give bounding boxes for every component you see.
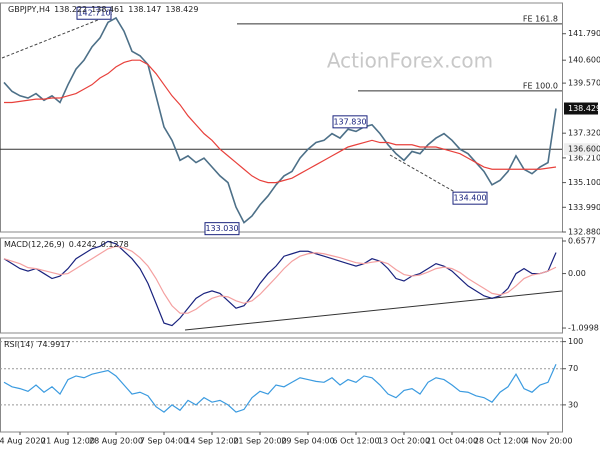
series-line bbox=[3, 240, 557, 327]
x-tick-label: 21 Sep 20:00 bbox=[233, 437, 286, 446]
level-label: 136.600 bbox=[568, 145, 600, 154]
y-tick-label: -1.0998 bbox=[568, 324, 599, 333]
header-value: 74.9917 bbox=[37, 340, 70, 349]
y-tick-label: 132.880 bbox=[568, 228, 600, 237]
y-tick-label: 139.570 bbox=[568, 79, 600, 88]
x-tick-label: 14 Sep 12:00 bbox=[185, 437, 238, 446]
y-tick-label: 133.990 bbox=[568, 203, 600, 212]
annotation-label: 134.400 bbox=[453, 194, 486, 203]
annotation-box bbox=[332, 115, 368, 129]
y-tick-label: 137.320 bbox=[568, 129, 600, 138]
panel-title: MACD(12,26,9) bbox=[4, 240, 65, 249]
x-tick-label: 13 Oct 20:00 bbox=[378, 437, 430, 446]
x-tick-label: 6 Oct 12:00 bbox=[332, 437, 379, 446]
level-label-box bbox=[564, 143, 598, 156]
x-tick-label: 21 Aug 12:00 bbox=[41, 437, 95, 446]
series-line bbox=[3, 245, 557, 314]
x-tick-label: 29 Sep 04:00 bbox=[281, 437, 334, 446]
watermark: ActionForex.com bbox=[327, 49, 493, 73]
annotation-box bbox=[452, 191, 488, 205]
annotation-box bbox=[76, 6, 112, 20]
header-value: 0.1278 bbox=[101, 240, 129, 249]
panel-border bbox=[0, 337, 563, 433]
y-tick-label: 135.100 bbox=[568, 178, 600, 187]
price-label: 138.429 bbox=[568, 104, 600, 113]
annotation-label: 142.710 bbox=[77, 9, 110, 18]
header-value: 138.147 bbox=[128, 5, 161, 14]
header-value: GBPJPY,H4 bbox=[8, 5, 50, 14]
panel-border bbox=[0, 2, 563, 233]
annotation-label: 137.830 bbox=[333, 117, 366, 126]
y-tick-label: 136.210 bbox=[568, 153, 600, 162]
x-tick-label: 4 Nov 20:00 bbox=[524, 437, 573, 446]
trend-line bbox=[389, 154, 461, 196]
header-value: 138.429 bbox=[165, 5, 198, 14]
y-tick-label: 140.600 bbox=[568, 56, 600, 65]
y-tick-label: 0.00 bbox=[568, 269, 586, 278]
header-value: 0.4242 bbox=[69, 240, 97, 249]
y-tick-label: 70 bbox=[568, 364, 578, 373]
chart-header: GBPJPY,H4 138.222 138.461 138.147 138.429 bbox=[8, 5, 198, 14]
y-tick-label: 141.790 bbox=[568, 29, 600, 38]
header-value: 138.222 bbox=[54, 5, 87, 14]
x-tick-label: 14 Aug 2020 bbox=[0, 437, 46, 446]
fib-label: FE 161.8 bbox=[523, 14, 558, 23]
annotation-box bbox=[204, 222, 240, 236]
y-tick-label: 100 bbox=[568, 337, 583, 346]
x-tick-label: 28 Aug 20:00 bbox=[89, 437, 143, 446]
header-value: 138.461 bbox=[91, 5, 124, 14]
series-line bbox=[4, 59, 557, 184]
y-tick-label: 0.6577 bbox=[568, 236, 596, 245]
panel-header: RSI(14) 74.9917 bbox=[4, 340, 71, 349]
series-line bbox=[3, 16, 557, 224]
fib-label: FE 100.0 bbox=[523, 81, 558, 90]
price-label-box bbox=[564, 102, 598, 115]
series-line bbox=[3, 363, 557, 413]
x-tick-label: 7 Sep 04:00 bbox=[140, 437, 188, 446]
panel-border bbox=[0, 237, 563, 334]
annotation-label: 133.030 bbox=[205, 224, 238, 233]
x-tick-label: 28 Oct 12:00 bbox=[474, 437, 526, 446]
panel-title: RSI(14) bbox=[4, 340, 33, 349]
y-tick-label: 30 bbox=[568, 400, 578, 409]
panel-header: MACD(12,26,9) 0.4242 0.1278 bbox=[4, 240, 129, 249]
macd-trend-line bbox=[184, 290, 563, 331]
x-tick-label: 21 Oct 04:00 bbox=[426, 437, 478, 446]
